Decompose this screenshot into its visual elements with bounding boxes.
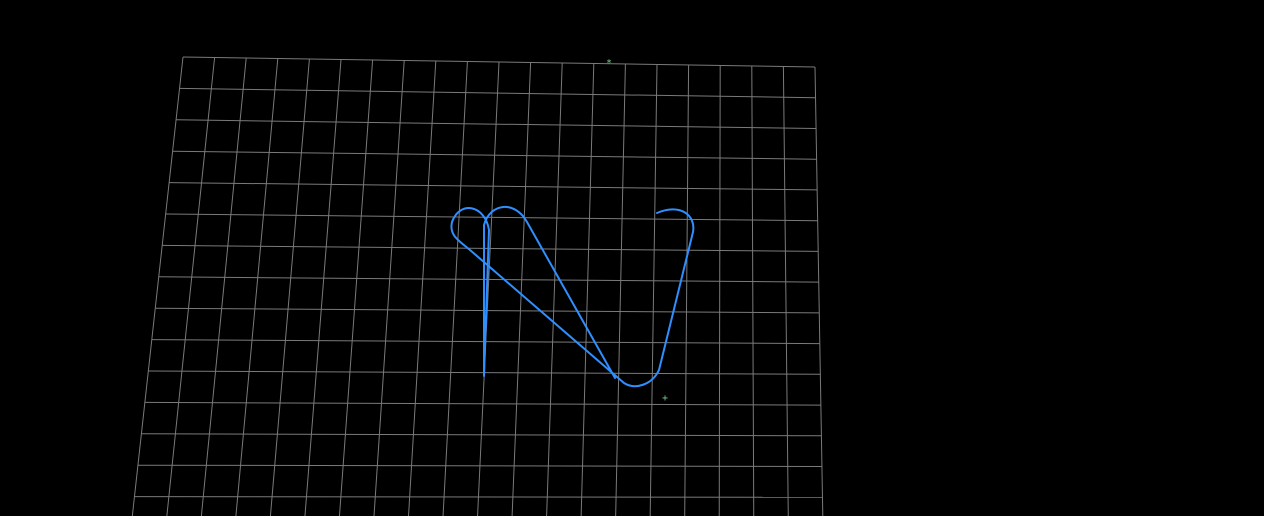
grid-line-vertical	[684, 64, 690, 516]
grid-line-vertical	[269, 58, 310, 516]
grid-line-vertical	[718, 65, 721, 516]
grid-line-vertical	[649, 64, 658, 516]
grid-line-vertical	[814, 66, 824, 516]
grid-line-vertical	[166, 57, 216, 516]
origin-marker: *	[606, 58, 612, 69]
grid-line-horizontal	[179, 87, 816, 99]
grid-line-vertical	[751, 65, 755, 516]
grid-line-horizontal	[141, 433, 822, 437]
grid-line-vertical	[477, 61, 500, 516]
grid-line-horizontal	[172, 150, 817, 160]
grid-line-horizontal	[158, 276, 819, 283]
grid-line-horizontal	[176, 119, 817, 129]
cursor-marker: +	[662, 393, 668, 404]
grid-line-vertical	[580, 63, 595, 516]
grid-line-horizontal	[155, 307, 820, 314]
grid-line-vertical	[546, 62, 563, 516]
grid-line-vertical	[304, 59, 342, 516]
grid-line-horizontal	[134, 496, 823, 498]
grid-line-vertical	[615, 63, 626, 516]
grid-line-vertical	[442, 61, 468, 516]
toolpath-curve[interactable]	[450, 205, 695, 388]
grid-line-vertical	[338, 59, 374, 516]
grid-line-vertical	[373, 60, 405, 516]
grid-line-vertical	[782, 66, 789, 516]
grid-line-vertical	[235, 58, 279, 516]
grid-line-horizontal	[169, 182, 818, 191]
grid-line-horizontal	[144, 401, 821, 406]
grid-line-horizontal	[165, 213, 818, 222]
grid-line-horizontal	[162, 244, 819, 252]
grid-line-horizontal	[137, 464, 822, 467]
grid-line-horizontal	[182, 56, 816, 68]
grid-line-vertical	[131, 56, 184, 516]
grid-line-vertical	[408, 60, 437, 516]
grid-line-vertical	[200, 57, 247, 516]
